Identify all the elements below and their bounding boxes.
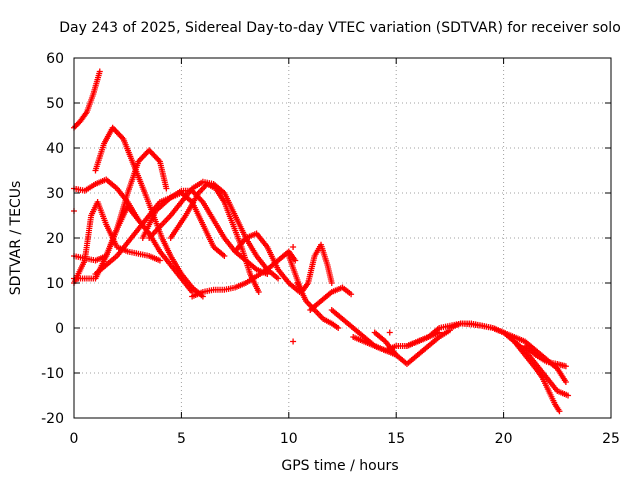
- y-tick-label: 30: [46, 186, 64, 202]
- x-tick-label: 5: [177, 431, 186, 447]
- data-point: [135, 217, 142, 223]
- y-tick-label: 20: [46, 231, 64, 247]
- y-tick-label: 60: [46, 51, 64, 67]
- data-point: [275, 275, 282, 282]
- data-point: [556, 408, 563, 415]
- data-point: [221, 253, 228, 259]
- grid: [74, 58, 611, 418]
- x-tick-label: 15: [387, 431, 405, 447]
- y-tick-label: -10: [41, 366, 64, 382]
- data-point: [163, 185, 170, 192]
- y-tick-label: 40: [46, 141, 64, 157]
- x-axis-label: GPS time / hours: [281, 458, 398, 474]
- data-points: [71, 68, 572, 415]
- data-point: [290, 244, 297, 250]
- axis-ticks: 0 5 10 15 20 25 -20 -10 0 10 20 30 40 50 60: [41, 51, 620, 447]
- y-tick-label: 0: [55, 321, 64, 337]
- data-point: [565, 392, 572, 399]
- data-point: [96, 68, 103, 75]
- x-tick-label: 0: [70, 431, 79, 447]
- data-point: [386, 329, 393, 336]
- data-point: [562, 363, 569, 370]
- data-point: [292, 257, 299, 264]
- data-point: [156, 257, 163, 264]
- chart-title: Day 243 of 2025, Sidereal Day-to-day VTE…: [59, 20, 621, 36]
- data-point: [290, 338, 297, 345]
- y-axis-label: SDTVAR / TECUs: [8, 181, 24, 296]
- data-point: [562, 379, 569, 385]
- y-tick-label: -20: [41, 411, 64, 427]
- x-tick-label: 10: [280, 431, 298, 447]
- x-tick-label: 25: [602, 431, 620, 447]
- y-tick-label: 50: [46, 96, 64, 112]
- data-point: [328, 280, 335, 286]
- x-tick-label: 20: [495, 431, 513, 447]
- data-point: [335, 325, 342, 331]
- data-point: [255, 289, 262, 295]
- y-tick-label: 10: [46, 276, 64, 292]
- data-point: [348, 291, 355, 298]
